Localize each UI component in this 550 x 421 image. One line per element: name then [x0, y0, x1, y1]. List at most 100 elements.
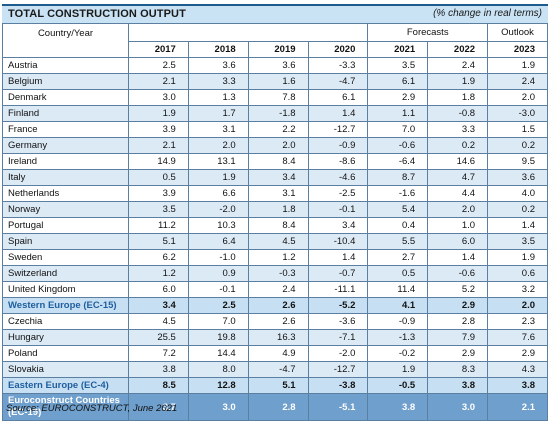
- value-cell: 1.4: [307, 105, 369, 122]
- value-cell: 12.8: [187, 377, 249, 394]
- country-name-cell: Netherlands: [2, 185, 129, 202]
- value-cell: 2.0: [247, 137, 309, 154]
- value-cell: 2.9: [427, 345, 489, 362]
- country-year-header: Country/Year: [2, 23, 129, 58]
- value-cell: 1.4: [487, 217, 548, 234]
- value-cell: 6.0: [427, 233, 489, 250]
- value-cell: 3.0: [187, 393, 249, 421]
- value-cell: 2.5: [187, 297, 249, 314]
- value-cell: 2.9: [427, 297, 489, 314]
- value-cell: 1.9: [128, 105, 189, 122]
- value-cell: -0.1: [187, 281, 249, 298]
- value-cell: 3.1: [187, 121, 249, 138]
- value-cell: 3.4: [128, 297, 189, 314]
- value-cell: -10.4: [307, 233, 369, 250]
- value-cell: 4.1: [367, 297, 429, 314]
- value-cell: 2.5: [128, 57, 189, 74]
- value-cell: 5.5: [367, 233, 429, 250]
- country-name-cell: Portugal: [2, 217, 129, 234]
- country-name-cell: Poland: [2, 345, 129, 362]
- table-body: Austria 2.5 3.6 3.6 -3.3 3.5 2.4 1.9 Belgium 2.1 3…: [2, 57, 548, 421]
- table-row: Slovakia 3.8 8.0 -4.7 -12.7 1.9 8.3 4.3: [2, 361, 548, 378]
- country-name-cell: Western Europe (EC-15): [2, 297, 129, 314]
- value-cell: -3.3: [307, 57, 369, 74]
- value-cell: 6.6: [187, 185, 249, 202]
- value-cell: 3.9: [128, 185, 189, 202]
- value-cell: 2.9: [487, 345, 548, 362]
- year-header: 2018: [187, 41, 249, 58]
- source-note: Source: EUROCONSTRUCT, June 2021: [6, 403, 178, 414]
- value-cell: 7.0: [187, 313, 249, 330]
- value-cell: 6.2: [128, 249, 189, 266]
- forecasts-group-header: Forecasts: [367, 23, 489, 42]
- value-cell: 0.2: [487, 137, 548, 154]
- value-cell: 7.8: [247, 89, 309, 106]
- value-cell: 3.0: [128, 89, 189, 106]
- country-name-cell: Czechia: [2, 313, 129, 330]
- value-cell: 2.0: [187, 137, 249, 154]
- value-cell: 3.9: [128, 121, 189, 138]
- value-cell: 14.6: [427, 153, 489, 170]
- value-cell: 4.4: [427, 185, 489, 202]
- table-row: Germany 2.1 2.0 2.0 -0.9 -0.6 0.2 0.2: [2, 137, 548, 154]
- value-cell: 8.5: [128, 377, 189, 394]
- value-cell: 8.7: [367, 169, 429, 186]
- value-cell: 3.5: [367, 57, 429, 74]
- value-cell: 5.1: [247, 377, 309, 394]
- value-cell: -0.6: [367, 137, 429, 154]
- value-cell: -3.6: [307, 313, 369, 330]
- value-cell: 2.1: [128, 73, 189, 90]
- country-name-cell: Norway: [2, 201, 129, 218]
- unit-note: (% change in real terms): [433, 8, 542, 19]
- value-cell: 7.0: [367, 121, 429, 138]
- subtotal-row: Eastern Europe (EC-4) 8.5 12.8 5.1 -3.8 -0.5 3…: [2, 377, 548, 394]
- value-cell: -8.6: [307, 153, 369, 170]
- value-cell: -2.0: [307, 345, 369, 362]
- value-cell: 3.6: [187, 57, 249, 74]
- country-name-cell: Ireland: [2, 153, 129, 170]
- country-name-cell: Austria: [2, 57, 129, 74]
- value-cell: -4.6: [307, 169, 369, 186]
- value-cell: 0.9: [187, 265, 249, 282]
- value-cell: -6.4: [367, 153, 429, 170]
- value-cell: -0.2: [367, 345, 429, 362]
- empty-group-header: [127, 23, 369, 42]
- value-cell: 6.0: [128, 281, 189, 298]
- value-cell: 14.9: [128, 153, 189, 170]
- table-row: Czechia 4.5 7.0 2.6 -3.6 -0.9 2.8 2.3: [2, 313, 548, 330]
- value-cell: 1.9: [187, 169, 249, 186]
- value-cell: 3.7: [128, 393, 189, 421]
- value-cell: 4.5: [247, 233, 309, 250]
- table-row: Norway 3.5 -2.0 1.8 -0.1 5.4 2.0 0.2: [2, 201, 548, 218]
- table-row: Portugal 11.2 10.3 8.4 3.4 0.4 1.0 1.4: [2, 217, 548, 234]
- value-cell: 0.6: [487, 265, 548, 282]
- value-cell: 8.4: [247, 217, 309, 234]
- value-cell: -5.2: [307, 297, 369, 314]
- value-cell: 2.8: [427, 313, 489, 330]
- value-cell: 8.4: [247, 153, 309, 170]
- value-cell: 16.3: [247, 329, 309, 346]
- value-cell: 1.9: [427, 73, 489, 90]
- year-header: 2022: [427, 41, 489, 58]
- value-cell: 2.9: [367, 89, 429, 106]
- year-header: 2021: [367, 41, 429, 58]
- value-cell: 7.6: [487, 329, 548, 346]
- value-cell: 7.2: [128, 345, 189, 362]
- country-name-cell: Euroconstruct Countries (EC-19): [2, 393, 129, 421]
- country-name-cell: Slovakia: [2, 361, 129, 378]
- value-cell: 3.8: [487, 377, 548, 394]
- value-cell: 2.0: [427, 201, 489, 218]
- table-row: Denmark 3.0 1.3 7.8 6.1 2.9 1.8 2.0: [2, 89, 548, 106]
- value-cell: 1.4: [427, 249, 489, 266]
- value-cell: 4.7: [427, 169, 489, 186]
- value-cell: 19.8: [187, 329, 249, 346]
- value-cell: 5.2: [427, 281, 489, 298]
- country-name-cell: Spain: [2, 233, 129, 250]
- value-cell: 3.5: [487, 233, 548, 250]
- year-header: 2023: [487, 41, 548, 58]
- value-cell: 1.8: [247, 201, 309, 218]
- value-cell: 1.0: [427, 217, 489, 234]
- value-cell: -1.3: [367, 329, 429, 346]
- value-cell: -12.7: [307, 361, 369, 378]
- country-name-cell: United Kingdom: [2, 281, 129, 298]
